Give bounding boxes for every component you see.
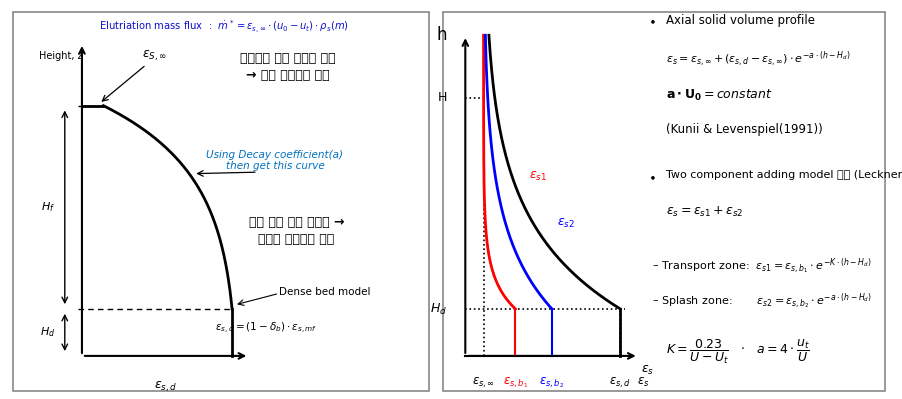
Text: Axial solid volume profile: Axial solid volume profile	[665, 14, 815, 27]
Text: $K = \dfrac{0.23}{U - U_t}$   $\cdot$   $\mathbf{\mathit{a}} = 4 \cdot \dfrac{u_: $K = \dfrac{0.23}{U - U_t}$ $\cdot$ $\ma…	[665, 338, 809, 366]
Text: – Splash zone:       $\varepsilon_{s2} = \varepsilon_{s,b_2} \cdot e^{-a \cdot (: – Splash zone: $\varepsilon_{s2} = \vare…	[651, 291, 871, 311]
Text: $H_d$: $H_d$	[40, 326, 55, 339]
Text: $\varepsilon_{s,d}$: $\varepsilon_{s,d}$	[153, 379, 177, 394]
Text: Height, z: Height, z	[39, 51, 83, 61]
Text: $\varepsilon_s$: $\varepsilon_s$	[636, 375, 649, 389]
Text: $H_d$: $H_d$	[429, 301, 446, 316]
Text: $\mathbf{a \cdot U_0} = \mathit{constant}$: $\mathbf{a \cdot U_0} = \mathit{constant…	[665, 88, 772, 103]
Text: Elutriation mass flux  :  $\dot{m}^* = \varepsilon_{s,\infty} \cdot (u_0 - u_t) : Elutriation mass flux : $\dot{m}^* = \va…	[98, 18, 348, 35]
Text: $\varepsilon_{s,b_1}$: $\varepsilon_{s,b_1}$	[502, 375, 528, 390]
Text: (Kunii & Levenspiel(1991)): (Kunii & Levenspiel(1991))	[665, 123, 822, 136]
Text: $\varepsilon_{s1}$: $\varepsilon_{s1}$	[529, 170, 547, 183]
Text: $\bullet$: $\bullet$	[647, 14, 655, 27]
Text: Dense bed model: Dense bed model	[279, 287, 371, 297]
Text: 출구부분 고체 체류량 결정
→ 고체 순환량에 영향: 출구부분 고체 체류량 결정 → 고체 순환량에 영향	[240, 51, 336, 81]
Text: Using Decay coefficient(a)
then get this curve: Using Decay coefficient(a) then get this…	[207, 150, 343, 171]
Text: 길이 방향 고체 체류량 →
보일러 열전달에 영향: 길이 방향 고체 체류량 → 보일러 열전달에 영향	[248, 216, 344, 246]
Text: h: h	[436, 26, 446, 44]
Text: $\varepsilon_{s,b_2}$: $\varepsilon_{s,b_2}$	[538, 375, 564, 390]
Text: $\varepsilon_{S,\infty}$: $\varepsilon_{S,\infty}$	[142, 48, 167, 63]
Text: Two component adding model 적용 (Leckner): Two component adding model 적용 (Leckner)	[665, 170, 902, 180]
Text: $\varepsilon_s = \varepsilon_{s,\infty} + \left(\varepsilon_{s,d} - \varepsilon_: $\varepsilon_s = \varepsilon_{s,\infty} …	[665, 49, 850, 69]
Text: $\varepsilon_{s,d} = (1 - \delta_b) \cdot \varepsilon_{s,mf}$: $\varepsilon_{s,d} = (1 - \delta_b) \cdo…	[215, 321, 318, 336]
Text: $\varepsilon_{s2}$: $\varepsilon_{s2}$	[556, 216, 574, 229]
Text: $\bullet$: $\bullet$	[647, 170, 655, 183]
Text: $\varepsilon_s$: $\varepsilon_s$	[640, 364, 654, 377]
Text: – Transport zone:  $\varepsilon_{s1} = \varepsilon_{s,b_1} \cdot e^{-K \cdot (h-: – Transport zone: $\varepsilon_{s1} = \v…	[651, 256, 871, 276]
Text: $H_f$: $H_f$	[41, 200, 55, 214]
Text: $\varepsilon_{s,\infty}$: $\varepsilon_{s,\infty}$	[472, 375, 494, 390]
Text: $\varepsilon_s = \varepsilon_{s1} + \varepsilon_{s2}$: $\varepsilon_s = \varepsilon_{s1} + \var…	[665, 205, 742, 219]
Text: $\varepsilon_{s,d}$: $\varepsilon_{s,d}$	[609, 375, 630, 390]
Text: H: H	[437, 91, 446, 104]
